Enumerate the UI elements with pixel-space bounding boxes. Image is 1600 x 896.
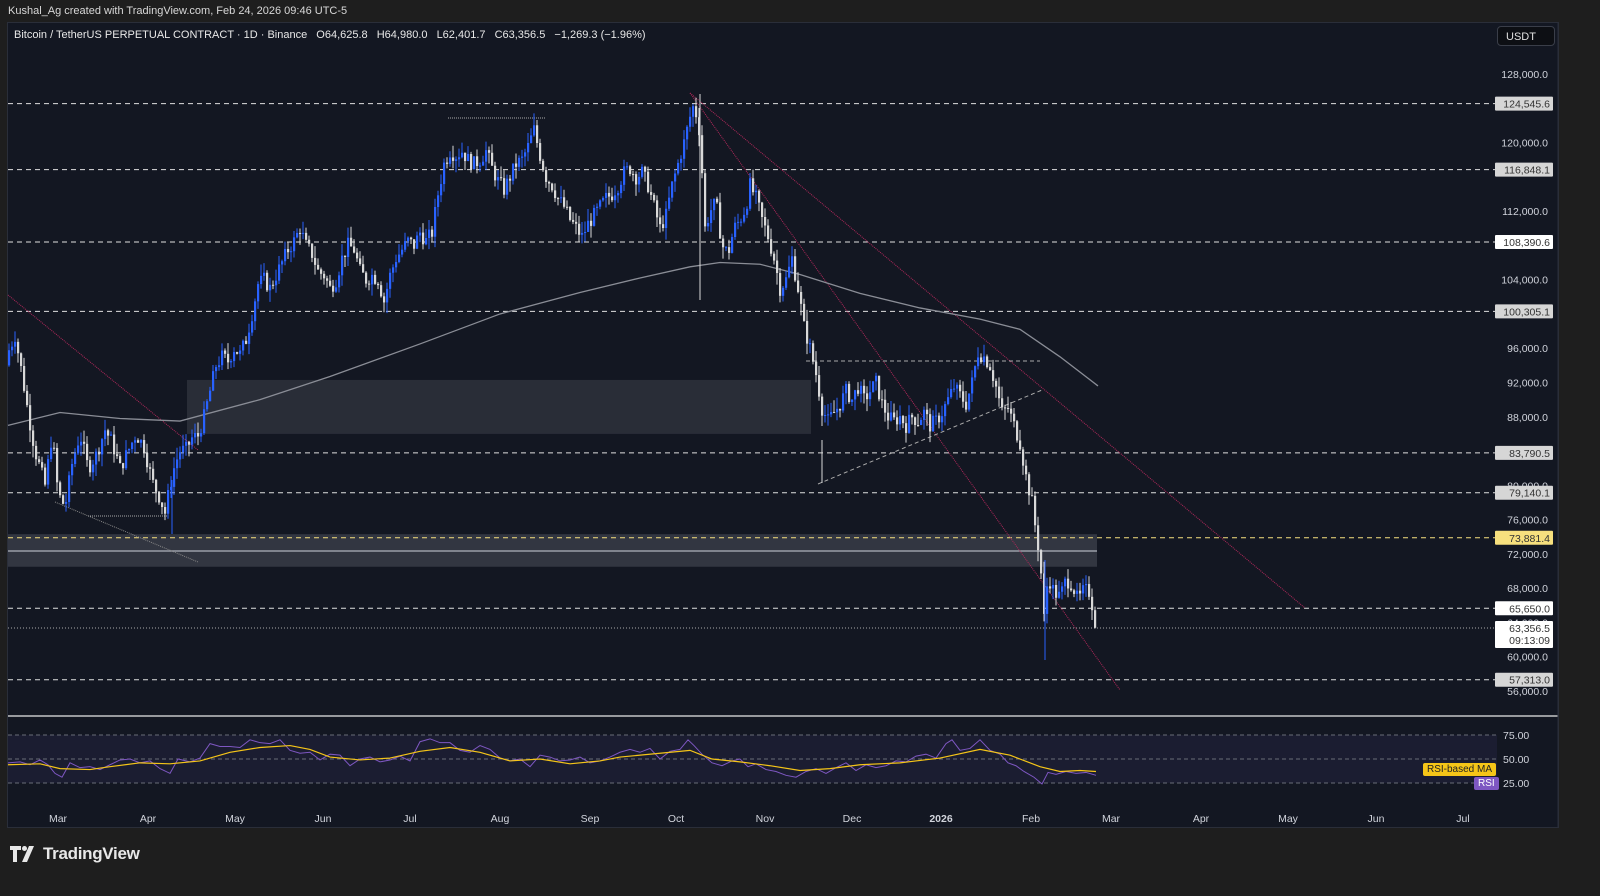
price-axis-tick: 112,000.0 (1502, 206, 1548, 218)
trendline[interactable] (689, 92, 1121, 691)
rsi-badge: RSI (1474, 777, 1499, 790)
price-level-tag[interactable]: 124,545.6 (1495, 96, 1553, 111)
time-axis-tick: Oct (668, 813, 684, 825)
svg-text:100,305.1: 100,305.1 (1503, 306, 1550, 318)
rsi-axis-tick: 75.00 (1503, 730, 1529, 742)
currency-selector[interactable]: USDT (1497, 26, 1555, 46)
symbol-legend: Bitcoin / TetherUS PERPETUAL CONTRACT · … (14, 29, 652, 41)
ohlc-close: C63,356.5 (494, 29, 546, 41)
time-axis-tick: Nov (756, 813, 775, 825)
svg-text:63,356.5: 63,356.5 (1509, 623, 1550, 635)
trendline[interactable] (689, 92, 1306, 609)
time-axis-tick: Jul (403, 813, 416, 825)
supply-zone[interactable] (187, 379, 811, 434)
brand-name: TradingView (43, 844, 140, 863)
time-axis-tick: 2026 (929, 813, 953, 825)
price-axis-tick: 68,000.0 (1507, 583, 1548, 595)
rsi-axis-tick: 50.00 (1503, 754, 1529, 766)
svg-text:83,790.5: 83,790.5 (1509, 448, 1550, 460)
time-axis-tick: Sep (581, 813, 600, 825)
price-axis-tick: 120,000.0 (1501, 138, 1548, 150)
time-axis-tick: Mar (49, 813, 68, 825)
trendline[interactable] (7, 294, 199, 451)
time-axis-tick: May (1278, 813, 1299, 825)
price-axis-tick: 60,000.0 (1507, 652, 1548, 664)
symbol-title[interactable]: Bitcoin / TetherUS PERPETUAL CONTRACT · … (14, 29, 308, 41)
price-level-tag[interactable]: 73,881.4 (1495, 530, 1553, 545)
price-axis-tick: 72,000.0 (1507, 549, 1548, 561)
time-axis-tick: May (225, 813, 246, 825)
time-axis-tick: Jun (315, 813, 332, 825)
time-axis-tick: Feb (1022, 813, 1040, 825)
time-axis-tick: Aug (491, 813, 510, 825)
price-axis-tick: 96,000.0 (1507, 343, 1548, 355)
rsi-line[interactable] (7, 738, 1097, 785)
price-level-tag[interactable]: 65,650.0 (1495, 601, 1553, 616)
tradingview-logo-icon (10, 846, 34, 862)
rsi-ma-line[interactable] (7, 744, 1097, 773)
candles[interactable] (8, 94, 1097, 660)
time-axis-tick: Apr (1193, 813, 1210, 825)
svg-text:124,545.6: 124,545.6 (1503, 99, 1550, 111)
time-axis-tick: Jul (1456, 813, 1469, 825)
last-price-tag: 63,356.509:13:09 (1495, 620, 1553, 648)
rsi-axis-tick: 25.00 (1503, 778, 1529, 790)
ohlc-change: −1,269.3 (−1.96%) (554, 29, 646, 41)
ohlc-open: O64,625.8 (316, 29, 368, 41)
svg-text:65,650.0: 65,650.0 (1509, 603, 1550, 615)
svg-text:73,881.4: 73,881.4 (1509, 533, 1550, 545)
price-level-tag[interactable]: 116,848.1 (1495, 162, 1553, 177)
time-axis-tick: Dec (843, 813, 862, 825)
time-axis-tick: Mar (1102, 813, 1121, 825)
ohlc-high: H64,980.0 (376, 29, 428, 41)
price-level-tag[interactable]: 79,140.1 (1495, 485, 1553, 500)
price-axis-tick: 128,000.0 (1501, 69, 1548, 81)
price-level-tag[interactable]: 108,390.6 (1495, 235, 1553, 250)
svg-text:108,390.6: 108,390.6 (1503, 237, 1550, 249)
price-level-tag[interactable]: 83,790.5 (1495, 445, 1553, 460)
svg-text:79,140.1: 79,140.1 (1509, 488, 1550, 500)
moving-average-line[interactable] (7, 261, 1099, 426)
price-axis-tick: 88,000.0 (1507, 412, 1548, 424)
rsi-ma-badge: RSI-based MA (1423, 763, 1497, 776)
price-axis-tick: 92,000.0 (1507, 378, 1548, 390)
svg-text:09:13:09: 09:13:09 (1509, 635, 1550, 647)
price-axis-tick: 104,000.0 (1501, 275, 1548, 287)
svg-text:57,313.0: 57,313.0 (1509, 675, 1550, 687)
price-level-tag[interactable]: 100,305.1 (1495, 304, 1553, 319)
time-axis-tick: Jun (1368, 813, 1385, 825)
svg-text:116,848.1: 116,848.1 (1504, 165, 1550, 177)
ohlc-low: L62,401.7 (436, 29, 486, 41)
price-axis-tick: 76,000.0 (1507, 515, 1548, 527)
tradingview-logo[interactable]: TradingView (10, 844, 140, 864)
price-axis-tick: 56,000.0 (1507, 686, 1548, 698)
time-axis-tick: Apr (140, 813, 157, 825)
chart-credit: Kushal_Ag created with TradingView.com, … (8, 5, 348, 17)
price-level-tag[interactable]: 57,313.0 (1495, 672, 1553, 687)
